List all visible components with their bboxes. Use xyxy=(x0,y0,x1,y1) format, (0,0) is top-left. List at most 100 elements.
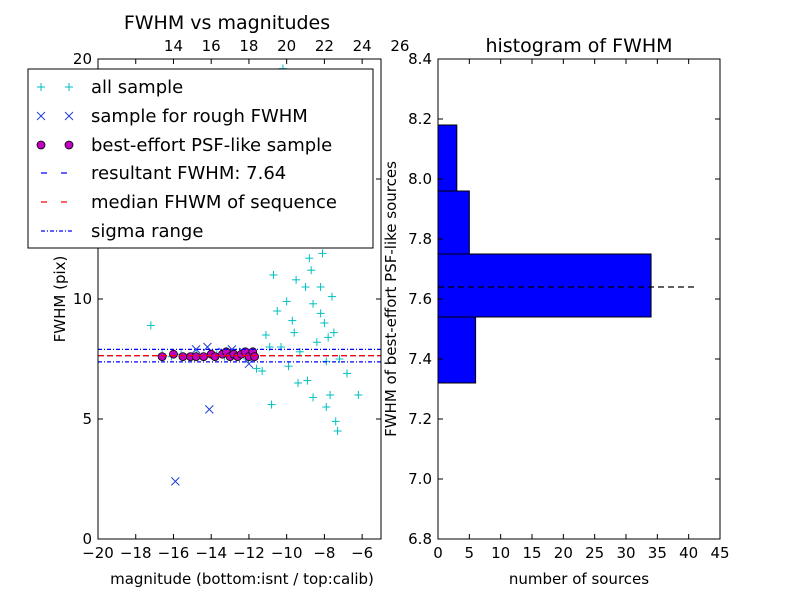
scatter-top-ticks: 14 16 18 20 22 24 26 xyxy=(164,37,409,55)
histogram-x-axis-label: number of sources xyxy=(509,570,649,588)
data-point-2-5 xyxy=(199,352,209,362)
legend-box xyxy=(27,68,374,249)
data-point-1-2 xyxy=(191,345,201,354)
legend-label-4: median FHWM of sequence xyxy=(91,192,337,213)
data-point-0-56 xyxy=(316,309,325,318)
hist-x-tick-label-7: 35 xyxy=(648,544,667,562)
x-tick-label-6: −8 xyxy=(313,544,335,562)
legend-entry-3: resultant FWHM: 7.64 xyxy=(41,163,286,184)
data-point-0-32 xyxy=(312,338,321,347)
hist-x-tick-label-5: 25 xyxy=(585,544,604,562)
data-point-0-36 xyxy=(320,319,329,327)
data-point-0-30 xyxy=(309,299,318,308)
hist-x-tick-label-3: 15 xyxy=(522,544,541,562)
histogram-bar-1 xyxy=(437,253,652,318)
data-point-0-51 xyxy=(322,403,331,411)
x-tick-label-0: −20 xyxy=(82,544,114,562)
top-tick-label-5: 24 xyxy=(353,37,372,55)
x-tick-label-5: −10 xyxy=(271,544,303,562)
hist-y-tick-label-8: 8.4 xyxy=(408,50,432,68)
data-point-0-47 xyxy=(335,355,344,363)
legend-marker-a-2 xyxy=(36,140,46,150)
data-point-0-20 xyxy=(273,307,282,315)
hist-x-tick-label-2: 10 xyxy=(491,544,510,562)
top-tick-label-6: 26 xyxy=(390,37,409,55)
top-tick-label-3: 20 xyxy=(277,37,296,55)
hist-x-tick-label-6: 30 xyxy=(616,544,635,562)
hist-x-tick-label-9: 45 xyxy=(710,544,729,562)
scatter-y-axis-label: FWHM (pix) xyxy=(51,256,69,343)
legend-marker-b-2 xyxy=(64,140,74,150)
data-point-0-40 xyxy=(327,292,336,301)
histogram-y-axis-label: FWHM of best-effort PSF-like sources xyxy=(382,161,400,437)
data-point-0-0 xyxy=(146,321,155,330)
data-point-0-17 xyxy=(261,331,270,339)
scatter-title: FWHM vs magnitudes xyxy=(124,12,330,34)
data-point-0-23 xyxy=(284,362,293,371)
data-point-2-7 xyxy=(210,352,220,362)
hist-y-tick-label-4: 7.6 xyxy=(408,290,432,308)
histogram-content xyxy=(437,124,695,384)
hist-y-tick-label-6: 8.0 xyxy=(408,170,432,188)
legend-entry-4: median FHWM of sequence xyxy=(41,192,337,213)
histogram-bar-3 xyxy=(437,124,458,192)
data-point-0-57 xyxy=(324,333,333,342)
data-point-0-28 xyxy=(303,376,312,385)
legend-marker-a-0 xyxy=(37,83,45,91)
legend-marker-a-1-b xyxy=(36,111,46,121)
histogram-y-ticks: 6.8 7.0 7.2 7.4 7.6 7.8 8.0 8.2 8.4 xyxy=(408,50,720,548)
data-point-0-15 xyxy=(252,364,261,373)
legend-label-3: resultant FWHM: 7.64 xyxy=(91,163,286,184)
scatter-panel: −20 −18 −16 −14 −12 −10 −8 −6 14 16 18 20 22 24 26 0 5… xyxy=(27,12,409,588)
data-point-2-4 xyxy=(191,352,201,362)
data-point-0-54 xyxy=(301,283,310,291)
data-point-0-25 xyxy=(292,275,301,284)
legend-marker-b-1-b xyxy=(64,111,74,121)
y-tick-label-1: 5 xyxy=(82,410,92,428)
data-point-1-3 xyxy=(203,342,212,352)
data-point-0-29 xyxy=(305,254,314,263)
data-point-1-2-b xyxy=(191,345,201,354)
data-point-1-0-b xyxy=(170,477,180,486)
data-point-0-43 xyxy=(333,427,342,435)
hist-y-tick-label-0: 6.8 xyxy=(408,530,432,548)
data-point-1-1-b xyxy=(204,405,214,414)
scatter-x-axis-label: magnitude (bottom:isnt / top:calib) xyxy=(110,570,374,588)
legend: all sample sample for rough FWHM best-effo… xyxy=(27,68,374,249)
legend-entry-2: best-effort PSF-like sample xyxy=(36,135,332,156)
scatter-x-ticks: −20 −18 −16 −14 −12 −10 −8 −6 xyxy=(82,59,373,562)
hist-y-tick-label-2: 7.2 xyxy=(408,410,432,428)
legend-marker-a-1 xyxy=(36,111,46,121)
y-tick-label-0: 0 xyxy=(82,530,92,548)
legend-label-1: sample for rough FWHM xyxy=(91,106,308,127)
top-tick-label-4: 22 xyxy=(315,37,334,55)
legend-entries: all sample sample for rough FWHM best-effo… xyxy=(36,77,337,242)
data-point-1-0 xyxy=(170,477,180,486)
data-point-0-52 xyxy=(293,379,302,387)
hist-x-tick-label-8: 40 xyxy=(679,544,698,562)
data-point-0-41 xyxy=(329,328,338,337)
data-point-0-34 xyxy=(316,283,325,291)
data-point-0-19 xyxy=(269,271,278,279)
legend-label-0: all sample xyxy=(91,77,183,98)
data-point-0-18 xyxy=(267,400,276,409)
hist-x-tick-label-4: 20 xyxy=(554,544,573,562)
data-point-0-39 xyxy=(326,391,335,399)
data-point-1-1 xyxy=(204,405,214,414)
histogram-bar-0 xyxy=(437,316,477,384)
legend-label-5: sigma range xyxy=(91,221,203,242)
data-point-0-24 xyxy=(288,316,297,325)
histogram-panel: 0 5 10 15 20 25 30 35 40 45 6.8 7.0 7.2 7.4 7.6 7.8 8.0… xyxy=(382,35,730,588)
data-point-0-58 xyxy=(282,297,291,306)
data-point-2-17 xyxy=(250,352,259,362)
data-point-1-7-b xyxy=(244,359,254,369)
histogram-title: histogram of FWHM xyxy=(485,35,672,57)
legend-entry-0: all sample xyxy=(37,77,183,98)
data-point-1-3-b xyxy=(203,342,212,352)
legend-marker-b-0 xyxy=(65,83,73,91)
legend-label-2: best-effort PSF-like sample xyxy=(91,135,332,156)
hist-y-tick-label-7: 8.2 xyxy=(408,110,432,128)
data-point-1-7 xyxy=(244,359,254,369)
legend-entry-5: sigma range xyxy=(41,221,203,242)
